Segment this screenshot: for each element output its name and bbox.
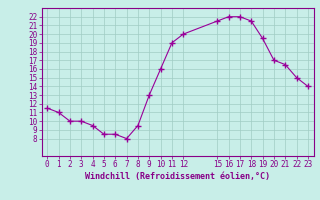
X-axis label: Windchill (Refroidissement éolien,°C): Windchill (Refroidissement éolien,°C): [85, 172, 270, 181]
